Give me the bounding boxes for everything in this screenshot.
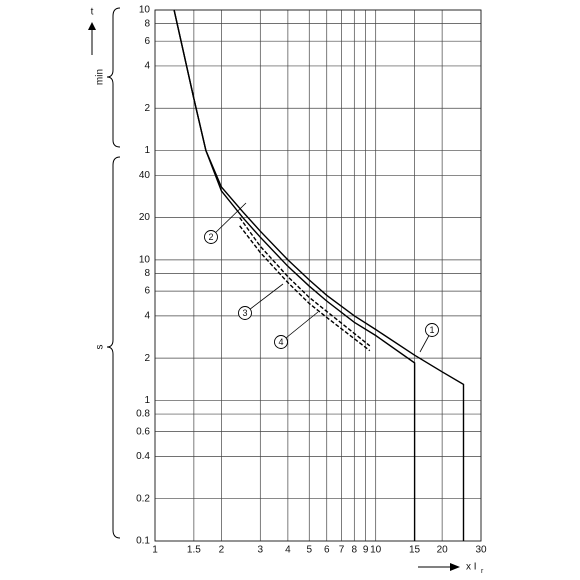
callout-label: 3 (242, 308, 247, 318)
x-tick-label: 3 (258, 545, 264, 556)
y-tick-label: 1 (144, 145, 150, 156)
y-tick-label: 0.6 (136, 426, 150, 437)
callout-label: 4 (278, 337, 283, 347)
y-tick-label: 4 (144, 310, 150, 321)
x-tick-label: 1.5 (187, 545, 201, 556)
s-brace (106, 156, 121, 539)
y-tick-label: 8 (144, 18, 150, 29)
callout-leader (280, 311, 319, 343)
callout-label: 2 (208, 232, 213, 242)
y-unit-min: min (95, 69, 106, 85)
min-brace (106, 7, 121, 148)
x-tick-label: 6 (324, 545, 330, 556)
x-tick-label: 8 (352, 545, 358, 556)
curve (239, 225, 371, 352)
y-tick-label: 10 (139, 255, 151, 266)
x-tick-label: 15 (409, 545, 421, 556)
y-tick-label: 4 (144, 61, 150, 72)
y-tick-label: 0.2 (136, 493, 150, 504)
y-tick-label: 10 (139, 5, 151, 16)
y-tick-label: 6 (144, 36, 150, 47)
y-tick-label: 2 (144, 353, 150, 364)
y-tick-label: 0.4 (136, 451, 150, 462)
x-arrow-head (450, 563, 460, 571)
y-tick-label: 2 (144, 103, 150, 114)
callout-label: 1 (429, 325, 434, 335)
y-tick-label: 0.8 (136, 409, 150, 420)
callout-circle (425, 323, 439, 337)
y-tick-label: 0.1 (136, 536, 150, 547)
plot-border (154, 9, 482, 542)
y-unit-s: s (95, 345, 106, 350)
callout-leader (244, 283, 284, 314)
y-arrow-head (88, 22, 96, 30)
y-tick-label: 20 (139, 212, 151, 223)
curve (173, 9, 416, 541)
x-tick-label: 5 (306, 545, 312, 556)
y-label: t (91, 7, 94, 18)
x-tick-label: 9 (363, 545, 369, 556)
x-label-sub: r (481, 568, 484, 575)
callout-circle (274, 335, 288, 349)
x-tick-label: 30 (475, 545, 487, 556)
x-tick-label: 10 (370, 545, 382, 556)
y-tick-label: 1 (144, 395, 150, 406)
x-tick-label: 4 (285, 545, 291, 556)
x-tick-label: 7 (339, 545, 345, 556)
x-tick-label: 20 (437, 545, 449, 556)
y-tick-label: 40 (139, 170, 151, 181)
callout-leader (210, 202, 247, 238)
callout-circle (204, 230, 218, 244)
x-label: x I (466, 562, 477, 573)
y-tick-label: 6 (144, 286, 150, 297)
callout-circle (238, 306, 252, 320)
x-tick-label: 1 (152, 545, 158, 556)
x-tick-label: 2 (219, 545, 225, 556)
y-tick-label: 8 (144, 268, 150, 279)
curve (239, 217, 371, 347)
